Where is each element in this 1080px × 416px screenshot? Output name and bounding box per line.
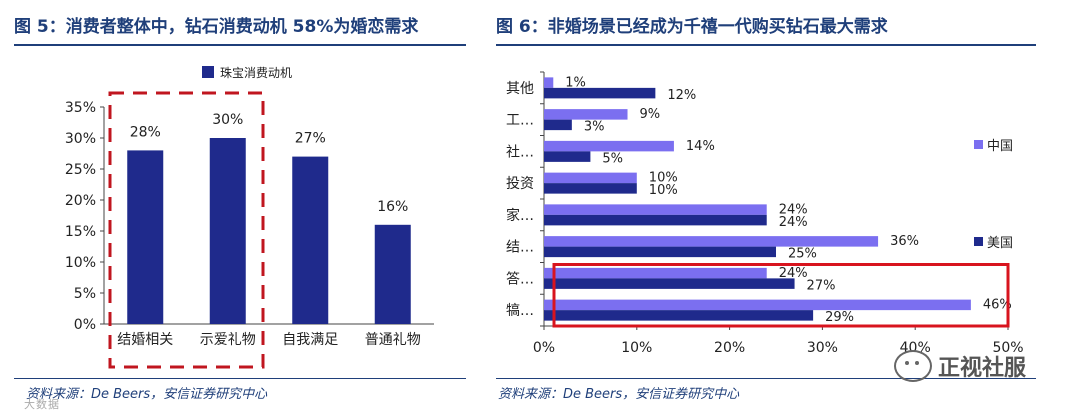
bar-china xyxy=(544,109,628,120)
y-tick-label: 犒… xyxy=(506,303,534,319)
data-label-china: 24% xyxy=(779,266,808,281)
data-label-china: 36% xyxy=(890,234,919,249)
data-label-china: 46% xyxy=(983,298,1012,313)
source-divider xyxy=(496,378,1036,379)
data-label: 28% xyxy=(130,124,161,140)
y-tick-label: 其他 xyxy=(506,81,534,97)
figure-5-title: 图 5：消费者整体中，钻石消费动机 58%为婚恋需求 xyxy=(14,17,419,37)
bar-china xyxy=(544,267,767,279)
y-tick-label: 家… xyxy=(506,207,534,224)
y-tick-label: 0% xyxy=(74,317,96,333)
data-label-china: 9% xyxy=(640,107,661,122)
bar xyxy=(127,150,164,324)
legend-swatch-china xyxy=(974,140,983,149)
bar-usa xyxy=(544,310,814,321)
data-label-usa: 3% xyxy=(584,120,605,135)
x-tick-label: 50% xyxy=(992,340,1023,356)
title-divider xyxy=(496,44,1036,46)
corner-watermark: 大数据 xyxy=(24,398,60,411)
legend-label-usa: 美国 xyxy=(987,236,1013,251)
highlight-box xyxy=(552,263,1010,328)
account-watermark: 正视社服 xyxy=(894,350,1026,382)
x-tick-label: 示爱礼物 xyxy=(200,332,256,348)
bar-usa xyxy=(544,87,656,99)
bar-usa xyxy=(544,183,637,194)
figure-6-title: 图 6：非婚场景已经成为千禧一代购买钻石最大需求 xyxy=(496,17,888,37)
y-tick-label: 15% xyxy=(65,224,96,240)
bar-usa xyxy=(544,246,776,258)
y-tick-label: 30% xyxy=(65,131,96,147)
figure-5-source: 资料来源：De Beers，安信证券研究中心 xyxy=(26,387,268,402)
x-tick-label: 结婚相关 xyxy=(117,332,173,348)
data-label-usa: 27% xyxy=(807,278,836,293)
bar-china xyxy=(544,299,971,311)
bar-china xyxy=(544,77,554,88)
right-panel: 图 6：非婚场景已经成为千禧一代购买钻石最大需求 资料来源：De Beers，安… xyxy=(492,0,1080,416)
x-tick-label: 自我满足 xyxy=(282,332,338,348)
x-tick-label: 0% xyxy=(533,340,555,356)
watermark-text: 正视社服 xyxy=(938,356,1027,381)
data-label-usa: 10% xyxy=(649,183,678,198)
bar-china xyxy=(544,236,879,247)
bar-usa xyxy=(544,151,591,162)
y-tick-label: 35% xyxy=(65,100,96,116)
bar xyxy=(292,156,329,324)
data-label-china: 24% xyxy=(779,202,808,217)
bar xyxy=(209,138,246,324)
title-divider xyxy=(14,44,466,46)
data-label-usa: 29% xyxy=(825,310,854,325)
source-divider xyxy=(14,378,466,379)
wechat-icon xyxy=(894,350,932,382)
data-label-usa: 5% xyxy=(602,151,623,166)
legend-label: 珠宝消费动机 xyxy=(220,66,292,80)
legend-swatch xyxy=(202,66,214,78)
data-label: 16% xyxy=(377,199,408,215)
data-label-china: 10% xyxy=(649,171,678,186)
bar-usa xyxy=(544,119,572,131)
x-tick-label: 30% xyxy=(807,340,838,356)
y-tick-label: 10% xyxy=(65,255,96,271)
data-label-usa: 25% xyxy=(788,247,817,262)
x-tick-label: 普通礼物 xyxy=(365,332,421,348)
x-tick-label: 10% xyxy=(621,340,652,356)
figure-6-source: 资料来源：De Beers，安信证券研究中心 xyxy=(498,387,740,402)
y-tick-label: 结… xyxy=(506,240,534,256)
bar-china xyxy=(544,140,674,152)
bar-usa xyxy=(544,278,795,289)
data-label: 30% xyxy=(212,112,243,128)
data-label: 27% xyxy=(295,131,326,147)
y-tick-label: 工… xyxy=(506,113,534,129)
data-label-china: 14% xyxy=(686,139,715,154)
figure-6-chart: 0% 10% 20% 30% 40% 50%其他 1%12%工… 9%3%社… 14%5%投资 1… xyxy=(506,71,1024,356)
y-tick-label: 社… xyxy=(506,144,534,160)
bar-china xyxy=(544,204,767,215)
bar xyxy=(374,224,411,324)
y-tick-label: 答… xyxy=(506,270,534,287)
bar-usa xyxy=(544,214,767,226)
y-tick-label: 投资 xyxy=(506,176,534,192)
left-panel: 图 5：消费者整体中，钻石消费动机 58%为婚恋需求 资料来源：De Beers… xyxy=(0,0,470,416)
legend-swatch-usa xyxy=(974,237,983,246)
legend-label-china: 中国 xyxy=(987,139,1013,154)
data-label-usa: 12% xyxy=(667,88,696,103)
data-label-china: 1% xyxy=(565,75,586,90)
y-tick-label: 20% xyxy=(65,193,96,209)
y-tick-label: 25% xyxy=(65,162,96,178)
bar-china xyxy=(544,172,637,184)
y-tick-label: 5% xyxy=(74,286,96,302)
data-label-usa: 24% xyxy=(779,215,808,230)
highlight-box xyxy=(108,91,265,369)
figure-5-chart: 0% 5% 10% 15% 20% 25% 30% 35% 28% 结婚相关 30% 示爱礼物 27% 自… xyxy=(65,66,434,369)
x-tick-label: 20% xyxy=(714,340,745,356)
